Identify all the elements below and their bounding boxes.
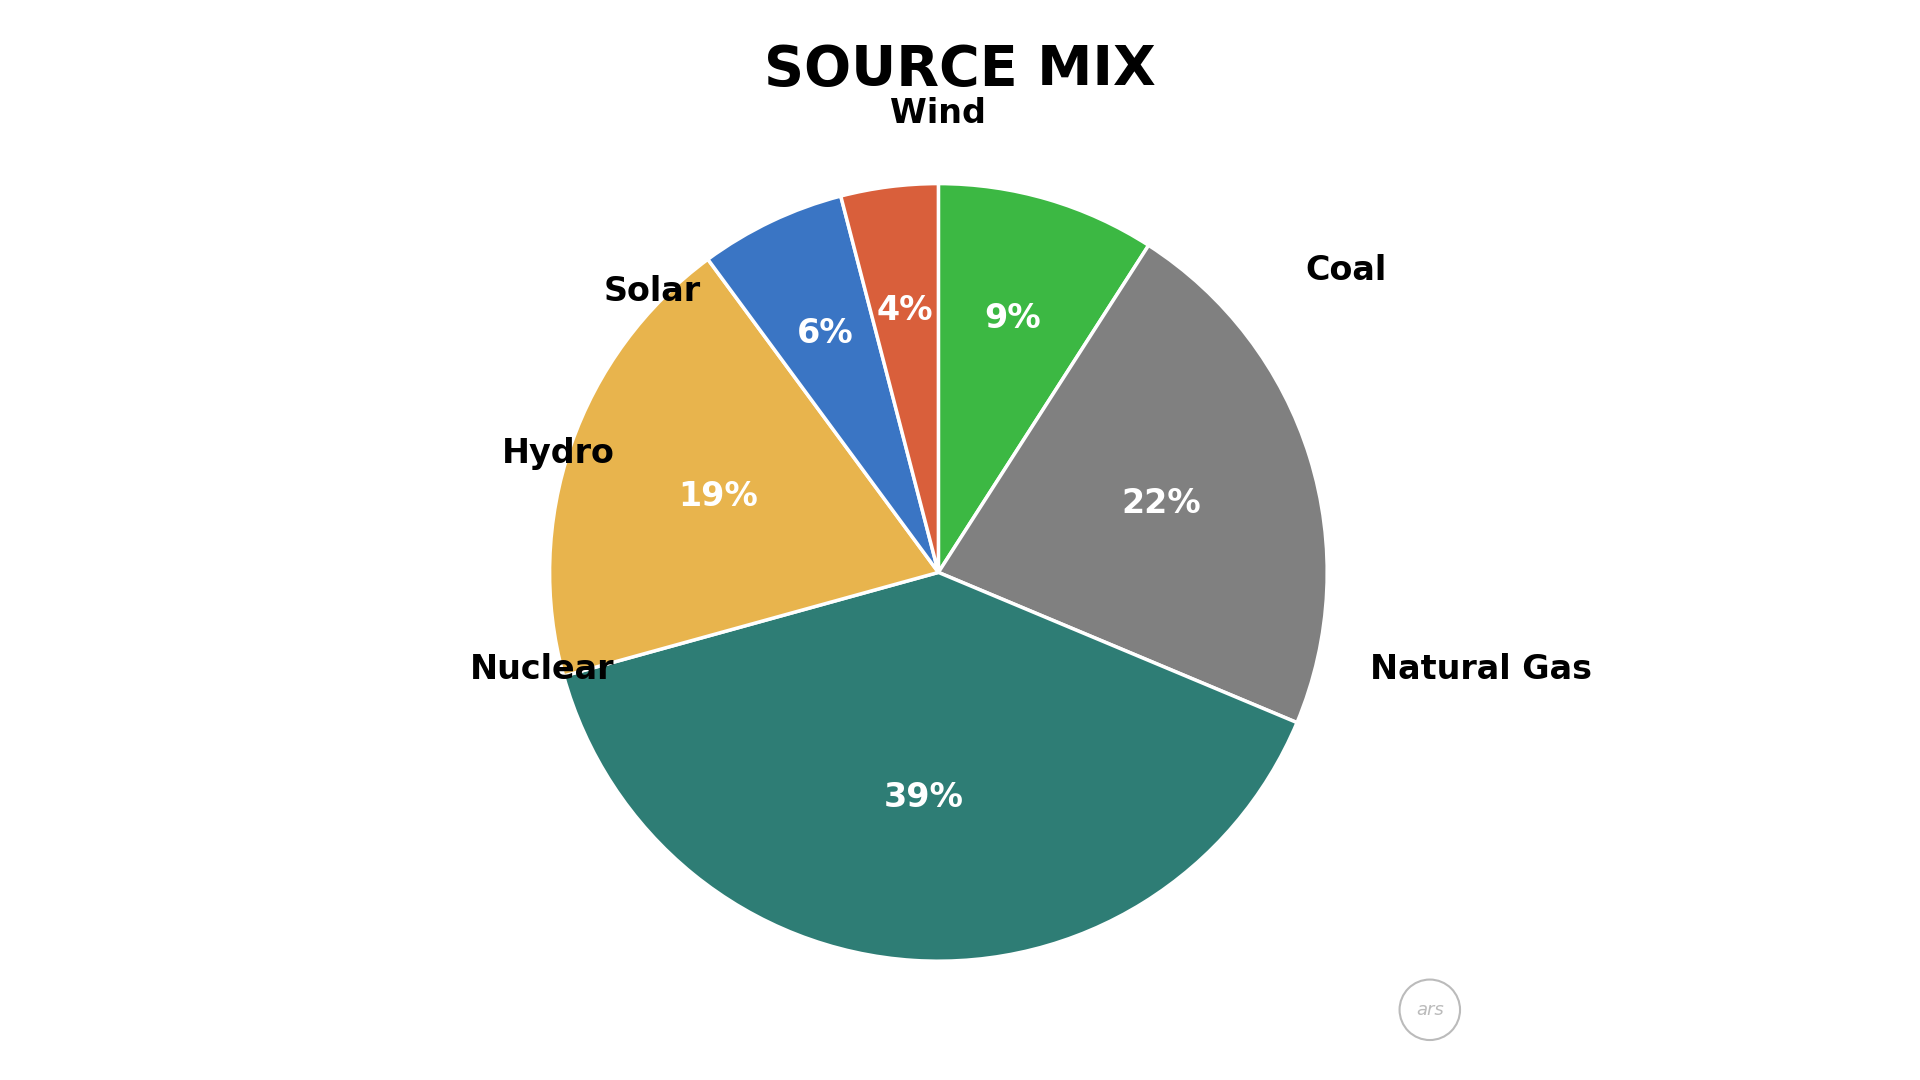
Wedge shape	[564, 572, 1298, 961]
Text: Wind: Wind	[891, 97, 987, 130]
Wedge shape	[939, 184, 1148, 572]
Text: 9%: 9%	[985, 302, 1041, 335]
Wedge shape	[939, 245, 1327, 723]
Text: 4%: 4%	[877, 294, 933, 326]
Text: SOURCE MIX: SOURCE MIX	[764, 43, 1156, 97]
Text: Hydro: Hydro	[501, 437, 614, 470]
Text: ars: ars	[1415, 1001, 1444, 1018]
Text: Natural Gas: Natural Gas	[1371, 653, 1592, 686]
Text: 19%: 19%	[678, 480, 758, 513]
Text: Nuclear: Nuclear	[470, 653, 614, 686]
Text: 22%: 22%	[1121, 487, 1202, 519]
Text: Solar: Solar	[603, 275, 701, 308]
Text: 6%: 6%	[797, 318, 852, 350]
Wedge shape	[841, 184, 939, 572]
Wedge shape	[549, 259, 939, 676]
Wedge shape	[708, 197, 939, 572]
Text: 39%: 39%	[885, 781, 964, 814]
Text: Coal: Coal	[1306, 254, 1386, 286]
